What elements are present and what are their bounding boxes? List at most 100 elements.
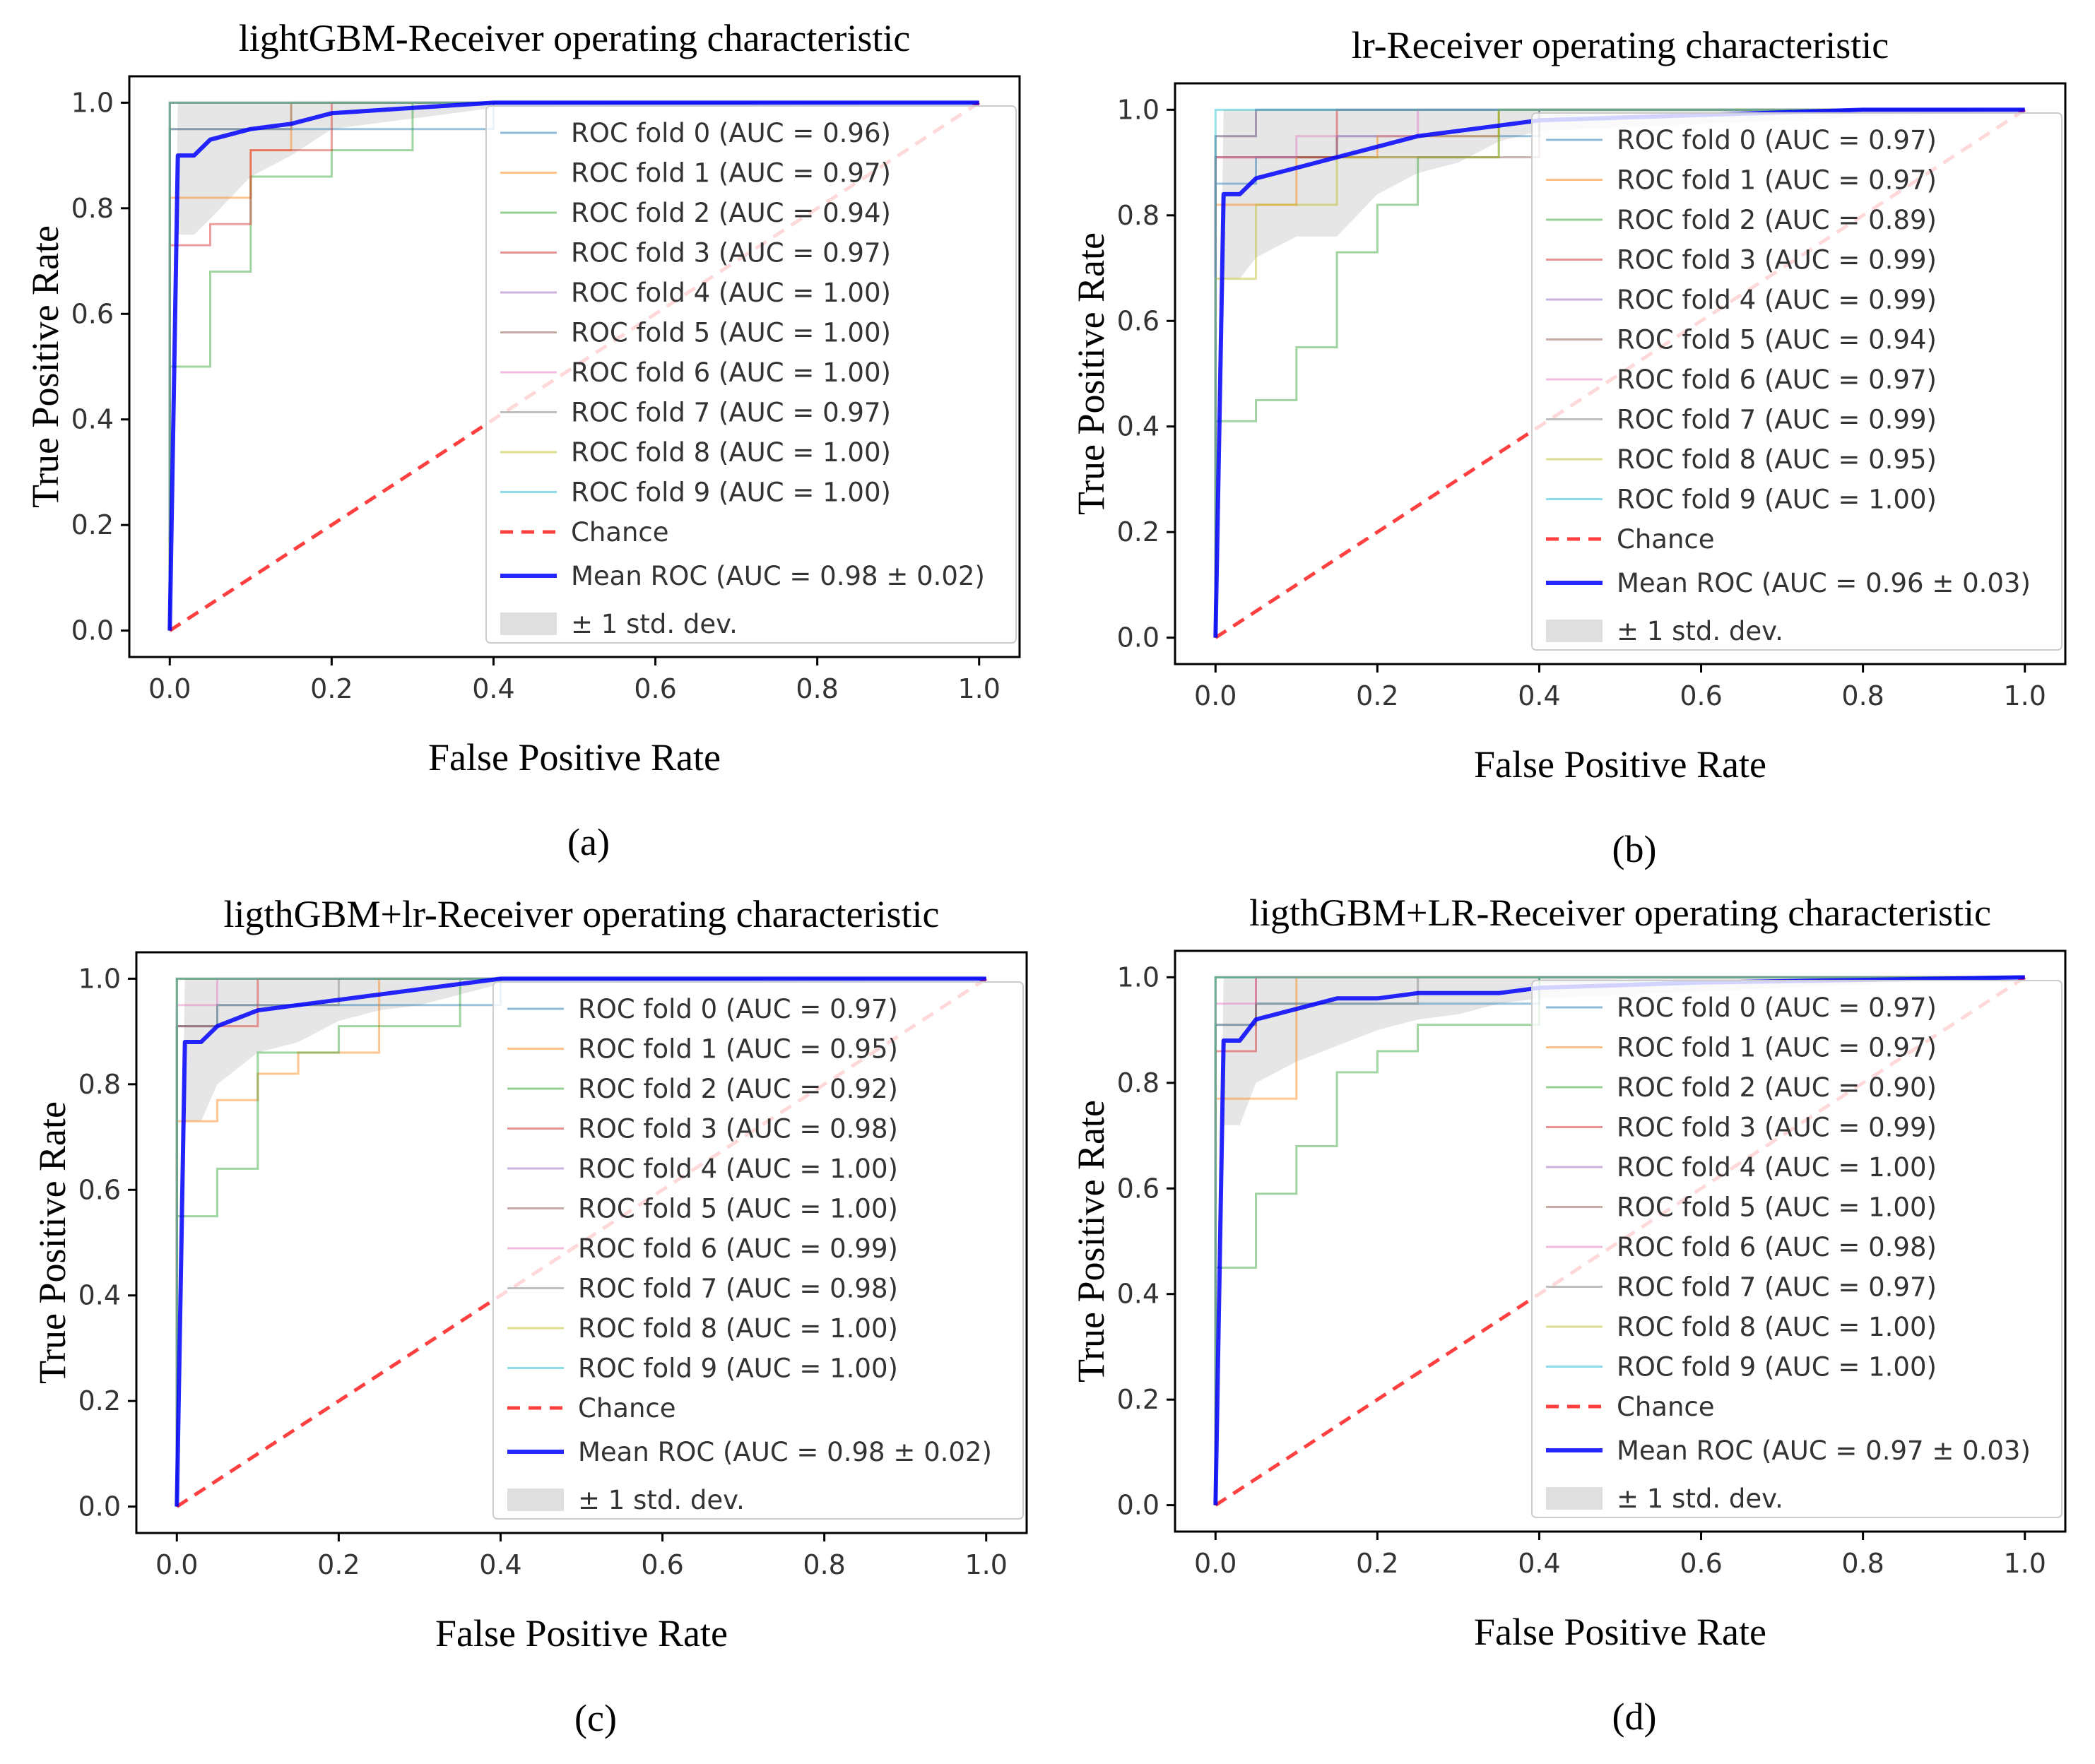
roc-fold-2-line	[1214, 108, 2025, 638]
legend-label-fold-6: ROC fold 6 (AUC = 0.99)	[578, 1233, 898, 1264]
legend-box	[492, 981, 1024, 1520]
x-tick-label: 1.0	[2004, 1548, 2046, 1579]
mean-roc-line	[175, 976, 986, 1507]
legend-label-fold-0: ROC fold 0 (AUC = 0.96)	[571, 118, 891, 148]
x-tick-label: 0.8	[1841, 1548, 1884, 1579]
y-axis-label: True Positive Rate	[24, 225, 66, 508]
y-tick-label: 0.8	[1117, 1067, 1159, 1099]
roc-fold-5-line	[1214, 108, 2025, 638]
y-tick-label: 1.0	[1117, 961, 1159, 993]
legend-box	[485, 105, 1017, 644]
y-tick-label: 0.6	[1117, 1173, 1159, 1204]
plot-area	[175, 976, 988, 1508]
legend-label-fold-1: ROC fold 1 (AUC = 0.95)	[578, 1034, 898, 1065]
legend-label-fold-9: ROC fold 9 (AUC = 1.00)	[578, 1354, 898, 1384]
roc-fold-5-line	[1214, 976, 2025, 1505]
roc-fold-4-line	[1214, 976, 2025, 1505]
y-tick-label: 0.0	[1117, 622, 1159, 653]
y-tick-label: 0.0	[71, 615, 114, 646]
legend-label-fold-8: ROC fold 8 (AUC = 1.00)	[571, 437, 891, 468]
legend-label-fold-7: ROC fold 7 (AUC = 0.98)	[578, 1274, 898, 1304]
legend-label-fold-8: ROC fold 8 (AUC = 0.95)	[1617, 444, 1937, 475]
roc-panel: ligthGBM+lr-Receiver operating character…	[31, 893, 1028, 1739]
x-tick-label: 1.0	[2004, 680, 2046, 711]
x-tick-label: 0.2	[1356, 1548, 1398, 1579]
x-tick-label: 0.6	[634, 673, 676, 704]
roc-fold-4-line	[1214, 108, 2025, 638]
y-tick-label: 1.0	[1117, 94, 1159, 125]
legend-label-fold-7: ROC fold 7 (AUC = 0.97)	[1617, 1272, 1937, 1303]
y-tick-label: 0.2	[78, 1385, 121, 1416]
x-tick-label: 0.6	[1680, 680, 1722, 711]
x-tick-label: 0.2	[310, 673, 353, 704]
legend: ROC fold 0 (AUC = 0.97) ROC fold 1 (AUC =…	[492, 981, 1024, 1520]
legend-label-std: ± 1 std. dev.	[578, 1485, 745, 1515]
legend-label-fold-5: ROC fold 5 (AUC = 1.00)	[578, 1194, 898, 1224]
legend-box	[1531, 112, 2062, 651]
legend-label-fold-9: ROC fold 9 (AUC = 1.00)	[1617, 485, 1937, 515]
y-axis-label: True Positive Rate	[1070, 232, 1112, 515]
legend-label-fold-9: ROC fold 9 (AUC = 1.00)	[1617, 1352, 1937, 1383]
legend-label-std: ± 1 std. dev.	[1617, 616, 1783, 646]
y-tick-label: 0.2	[1117, 1384, 1159, 1415]
x-tick-label: 0.6	[641, 1549, 683, 1580]
chance-line	[175, 977, 988, 1508]
legend-swatch-std	[507, 1488, 564, 1511]
chance-line	[168, 101, 981, 632]
y-tick-label: 0.6	[1117, 305, 1159, 336]
roc-fold-8-line	[1214, 976, 2025, 1505]
roc-fold-2-line	[1214, 976, 2025, 1505]
axes-frame	[1174, 949, 2067, 1533]
y-axis-label: True Positive Rate	[1070, 1100, 1112, 1383]
legend-label-fold-2: ROC fold 2 (AUC = 0.89)	[1617, 205, 1937, 235]
legend-label-fold-3: ROC fold 3 (AUC = 0.98)	[578, 1114, 898, 1144]
roc-fold-1-line	[1214, 976, 2025, 1505]
chart-title: ligthGBM+LR-Receiver operating character…	[1249, 892, 1991, 934]
legend-label-fold-5: ROC fold 5 (AUC = 1.00)	[1617, 1192, 1937, 1223]
legend-label-std: ± 1 std. dev.	[571, 609, 738, 639]
legend-label-mean: Mean ROC (AUC = 0.97 ± 0.03)	[1617, 1436, 2031, 1466]
roc-fold-0-line	[1214, 976, 2025, 1505]
y-tick-label: 0.0	[78, 1491, 121, 1522]
roc-fold-3-line	[168, 101, 979, 631]
y-tick-label: 0.8	[1117, 200, 1159, 231]
legend-label-fold-4: ROC fold 4 (AUC = 0.99)	[1617, 285, 1937, 315]
legend: ROC fold 0 (AUC = 0.97) ROC fold 1 (AUC =…	[1531, 112, 2062, 651]
legend-label-fold-6: ROC fold 6 (AUC = 1.00)	[571, 357, 891, 388]
x-axis-label: False Positive Rate	[428, 736, 721, 779]
legend-label-fold-7: ROC fold 7 (AUC = 0.97)	[571, 398, 891, 428]
y-tick-label: 0.6	[78, 1174, 121, 1205]
legend: ROC fold 0 (AUC = 0.96) ROC fold 1 (AUC =…	[485, 105, 1017, 644]
legend-label-fold-8: ROC fold 8 (AUC = 1.00)	[1617, 1312, 1937, 1342]
chance-line	[1214, 108, 2026, 639]
y-tick-label: 0.2	[71, 509, 114, 540]
panel-label: (b)	[1612, 828, 1657, 870]
legend-box	[1531, 980, 2062, 1518]
y-tick-label: 0.2	[1117, 516, 1159, 547]
legend-label-fold-0: ROC fold 0 (AUC = 0.97)	[578, 994, 898, 1024]
roc-fold-1-line	[168, 101, 979, 631]
roc-fold-7-line	[175, 977, 986, 1507]
x-tick-label: 0.4	[479, 1549, 521, 1580]
roc-fold-7-line	[1214, 976, 2025, 1505]
legend-label-fold-2: ROC fold 2 (AUC = 0.94)	[571, 198, 891, 228]
legend-label-mean: Mean ROC (AUC = 0.98 ± 0.02)	[578, 1437, 992, 1467]
std-dev-band	[177, 978, 986, 1507]
x-tick-label: 0.0	[1194, 1548, 1237, 1579]
panel-label: (a)	[567, 821, 610, 863]
legend-label-fold-9: ROC fold 9 (AUC = 1.00)	[571, 478, 891, 508]
y-tick-label: 0.4	[78, 1280, 121, 1311]
x-axis-label: False Positive Rate	[1474, 1611, 1766, 1653]
x-tick-label: 0.2	[317, 1549, 360, 1580]
x-tick-label: 0.4	[1518, 680, 1560, 711]
legend-label-fold-1: ROC fold 1 (AUC = 0.97)	[571, 158, 891, 189]
chart-title: lr-Receiver operating characteristic	[1352, 24, 1889, 66]
legend-label-chance: Chance	[578, 1393, 676, 1423]
axes-frame	[135, 951, 1028, 1534]
roc-fold-6-line	[175, 977, 986, 1507]
legend-label-fold-0: ROC fold 0 (AUC = 0.97)	[1617, 125, 1937, 155]
legend-swatch-std	[1546, 620, 1603, 642]
legend-label-fold-4: ROC fold 4 (AUC = 1.00)	[571, 278, 891, 308]
std-dev-band	[170, 102, 979, 631]
